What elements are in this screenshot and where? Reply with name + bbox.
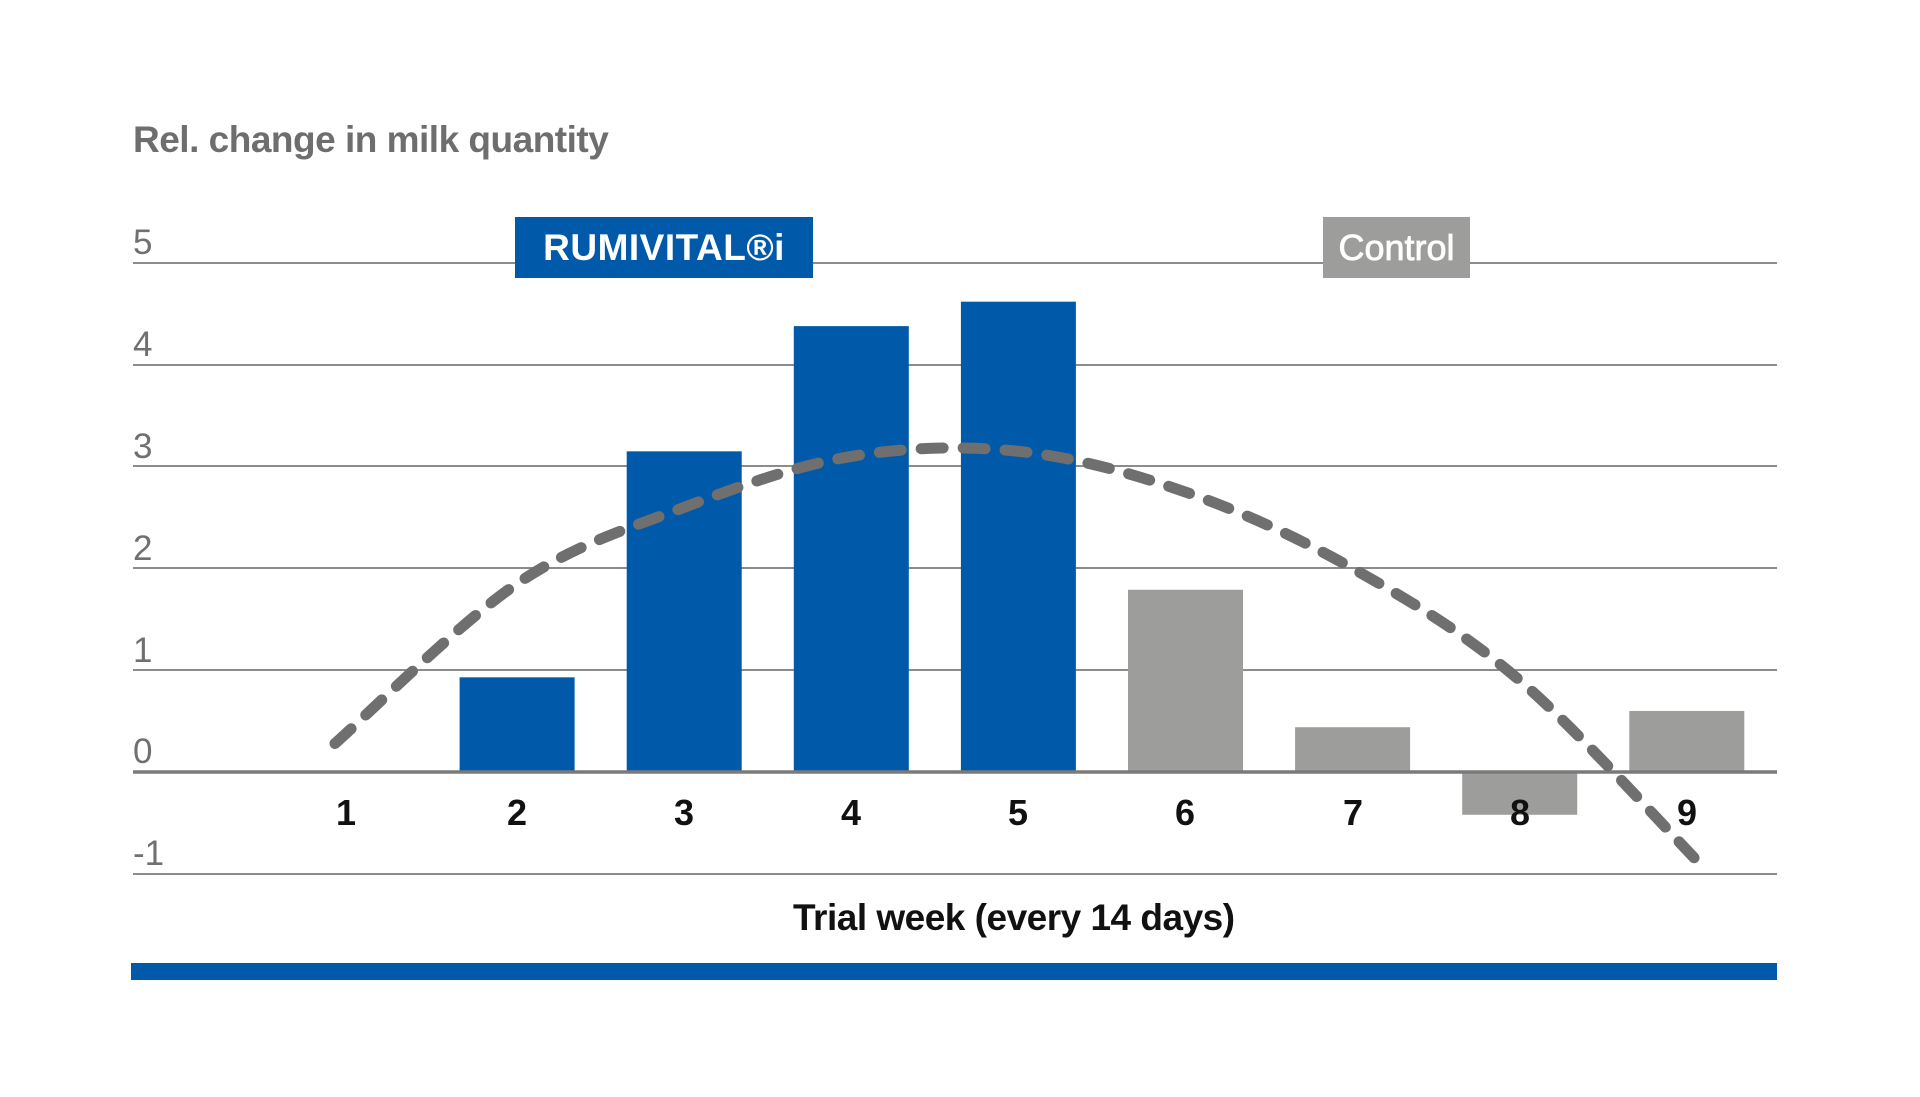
y-tick-0: 0 bbox=[133, 732, 153, 771]
bar-week-8 bbox=[1462, 772, 1578, 815]
y-tick-1: 1 bbox=[133, 631, 153, 670]
bar-week-6 bbox=[1128, 589, 1243, 772]
x-tick-9: 9 bbox=[1676, 792, 1698, 833]
x-tick-6: 6 bbox=[1174, 792, 1196, 833]
x-tick-5: 5 bbox=[1007, 792, 1029, 833]
y-tick-4: 4 bbox=[133, 325, 153, 364]
legend-rumivital: RUMIVITAL®i bbox=[515, 217, 813, 278]
y-tick-minus-1: -1 bbox=[133, 834, 165, 873]
x-tick-7: 7 bbox=[1342, 792, 1364, 833]
chart-title: Rel. change in milk quantity bbox=[133, 119, 609, 160]
trend-dashed-line bbox=[329, 442, 1706, 870]
y-tick-3: 3 bbox=[133, 427, 153, 466]
x-tick-4: 4 bbox=[840, 792, 862, 833]
x-tick-8: 8 bbox=[1509, 792, 1531, 833]
bar-week-5 bbox=[960, 301, 1076, 772]
bar-week-7 bbox=[1295, 727, 1411, 772]
bars bbox=[459, 301, 1745, 815]
y-tick-5: 5 bbox=[133, 223, 153, 262]
x-axis-title: Trial week (every 14 days) bbox=[793, 897, 1235, 938]
bar-week-2 bbox=[459, 677, 575, 772]
x-tick-1: 1 bbox=[335, 792, 357, 833]
legend-control: Control bbox=[1323, 217, 1470, 278]
bottom-rule bbox=[131, 963, 1777, 980]
x-tick-2: 2 bbox=[506, 792, 528, 833]
x-tick-3: 3 bbox=[673, 792, 695, 833]
bar-week-4 bbox=[793, 326, 909, 772]
y-tick-2: 2 bbox=[133, 529, 153, 568]
bar-week-9 bbox=[1629, 710, 1745, 772]
bar-week-3 bbox=[626, 451, 742, 772]
